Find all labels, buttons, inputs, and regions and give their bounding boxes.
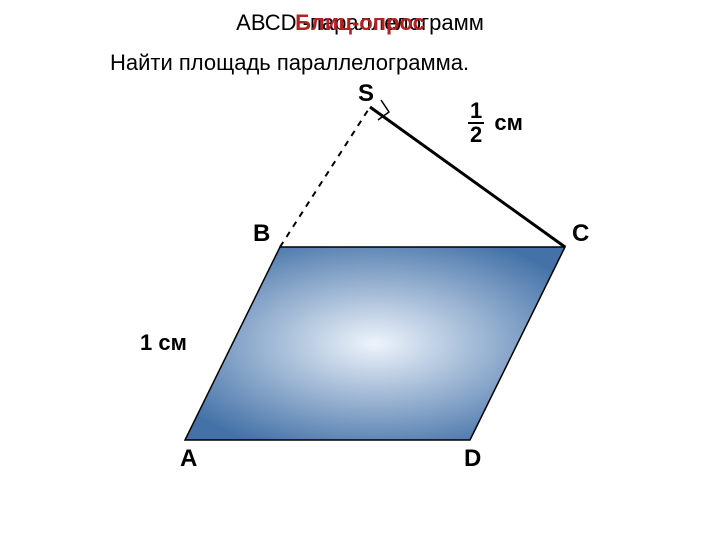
label-S: S [358, 80, 374, 108]
side-label-AB: 1 см [140, 330, 187, 356]
parallelogram-shape [185, 247, 565, 440]
label-B: В [253, 220, 270, 248]
label-D: D [464, 445, 481, 473]
fraction-half: 1 2 [468, 100, 484, 146]
dashed-line-BS [280, 107, 370, 247]
label-C: С [572, 220, 589, 248]
side-label-SC: 1 2 см [468, 100, 523, 146]
fraction-numerator: 1 [468, 100, 484, 124]
unit-cm: см [494, 110, 523, 136]
label-A: А [180, 445, 197, 473]
fraction-denominator: 2 [468, 124, 484, 146]
